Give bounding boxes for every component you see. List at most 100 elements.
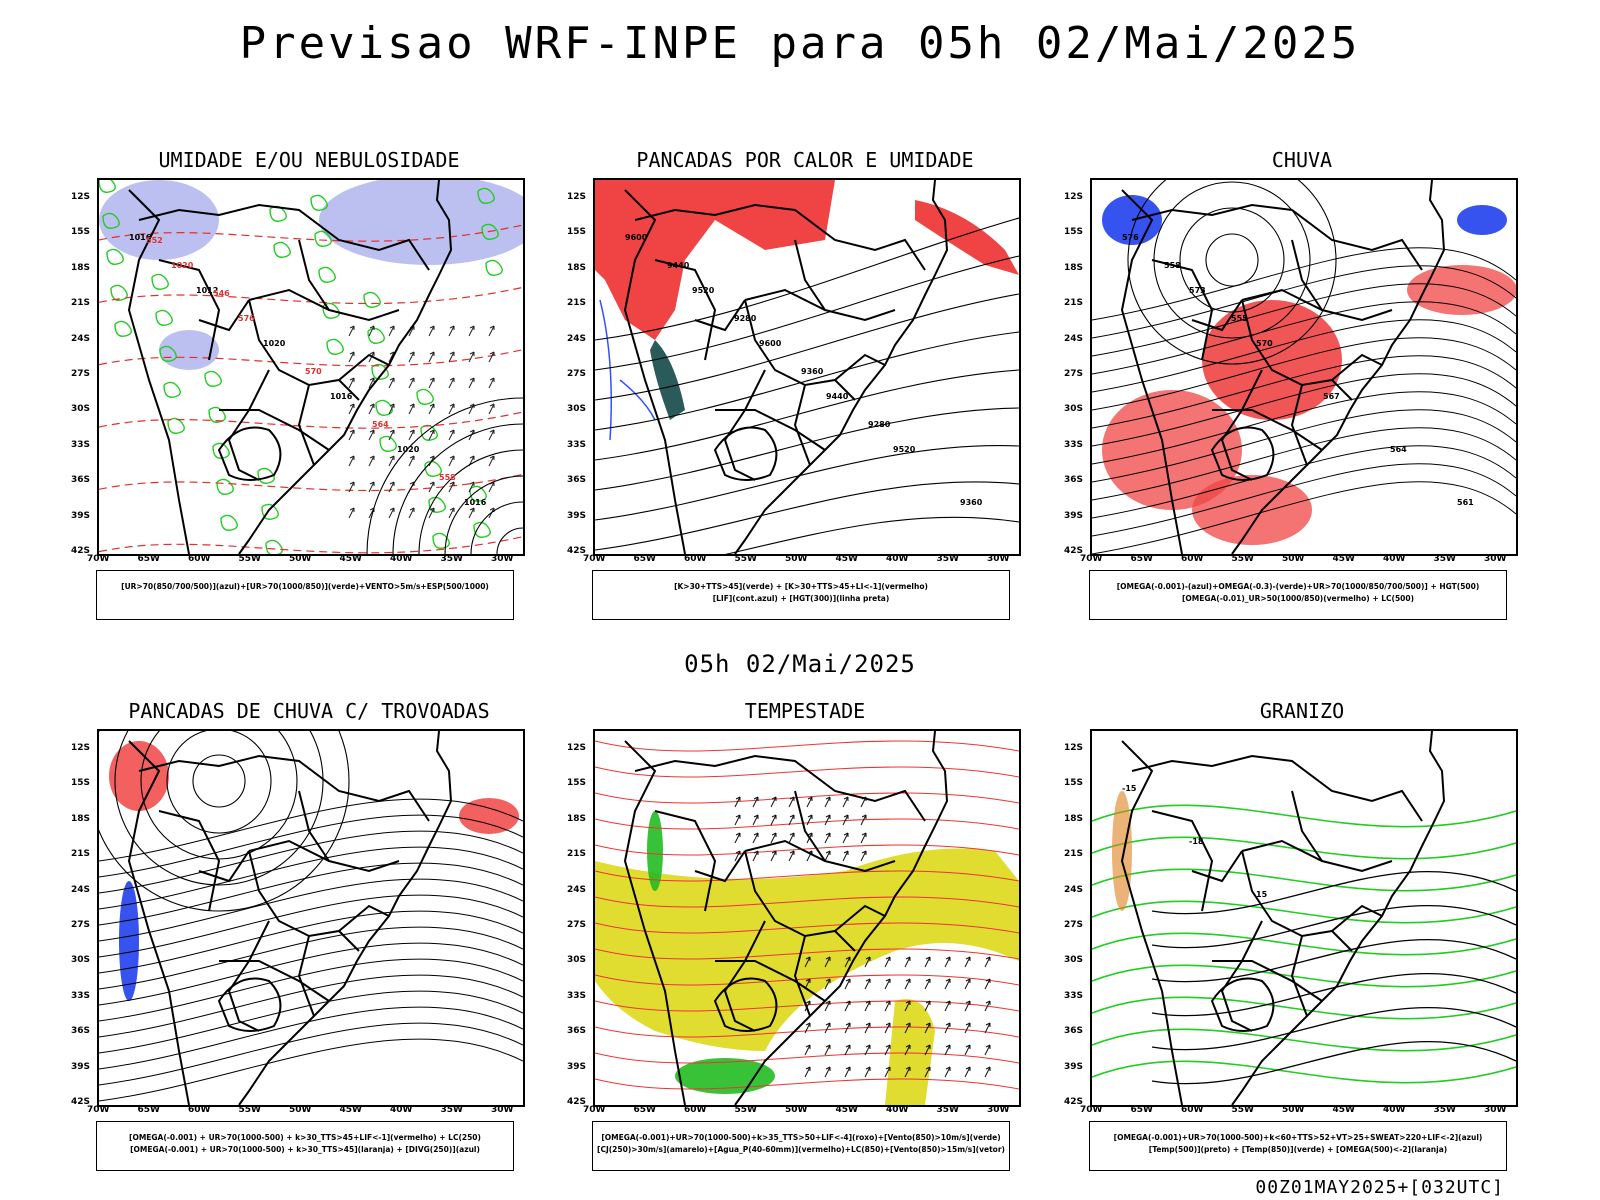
lc850-contour xyxy=(595,792,1019,804)
temp850-contour xyxy=(1092,932,1516,956)
legend-text: [OMEGA(-0.001)+UR>70(1000-500)+k<60+TTS>… xyxy=(1113,1133,1483,1142)
wind-vector xyxy=(844,978,851,990)
latitude-tick-label: 39S xyxy=(1064,1061,1084,1072)
lc850-contour xyxy=(595,896,1019,908)
latitude-tick-label: 39S xyxy=(567,510,587,521)
longitude-tick-label: 35W xyxy=(936,554,959,564)
wind-vector xyxy=(844,1066,851,1078)
longitude-tick-label: 70W xyxy=(583,554,606,564)
wind-vector xyxy=(924,956,931,968)
longitude-tick-label: 65W xyxy=(633,554,656,564)
wind-vector xyxy=(734,850,741,862)
wind-vector xyxy=(864,978,871,990)
country-border xyxy=(713,977,778,1032)
streamline xyxy=(1092,283,1516,357)
streamline xyxy=(99,878,523,942)
hgt300-contour xyxy=(595,255,1019,371)
wind-vector xyxy=(788,814,795,826)
contour-label: 558 xyxy=(439,473,456,482)
lc850-contour xyxy=(595,1000,1019,1012)
wind-vector xyxy=(842,814,849,826)
country-border xyxy=(715,960,826,1002)
longitude-tick-label: 30W xyxy=(987,554,1010,564)
temp850-contour xyxy=(1092,1060,1516,1084)
latitude-tick-label: 42S xyxy=(1064,546,1084,556)
wind-vector xyxy=(864,956,871,968)
wind-vector xyxy=(488,377,495,389)
wind-vector xyxy=(806,814,813,826)
latitude-tick-label: 36S xyxy=(1064,475,1084,486)
latitude-tick-label: 42S xyxy=(1064,1097,1084,1107)
panel-title: UMIDADE E/OU NEBULOSIDADE xyxy=(158,148,460,172)
country-border xyxy=(654,810,717,912)
thickness-contour xyxy=(99,349,523,367)
humidity-1000-contour xyxy=(265,539,283,554)
temp850-contour xyxy=(1092,868,1516,892)
latitude-tick-label: 30S xyxy=(1064,404,1084,415)
wind-vector xyxy=(924,1044,931,1056)
lc850-contour xyxy=(595,974,1019,986)
country-border xyxy=(1291,790,1323,862)
wind-vector xyxy=(428,429,435,441)
temp500-contour xyxy=(1151,904,1516,949)
legend-box: [OMEGA(-0.001)-(azul)+OMEGA(-0.3)-(verde… xyxy=(1089,570,1507,620)
latitude-tick-label: 33S xyxy=(71,990,91,1001)
longitude-tick-label: 70W xyxy=(1080,554,1103,564)
latitude-tick-label: 21S xyxy=(567,849,587,860)
legend-box: [OMEGA(-0.001)+UR>70(1000-500)+k<60+TTS>… xyxy=(1089,1121,1507,1171)
wind-vector xyxy=(428,351,435,363)
contour-label: 1020 xyxy=(171,261,194,270)
streamline xyxy=(1092,445,1516,519)
contour-label: 564 xyxy=(1390,445,1407,454)
country-border xyxy=(723,920,766,1032)
country-border xyxy=(1191,850,1243,883)
humidity-1000-contour xyxy=(428,496,446,513)
wind-vector xyxy=(844,1044,851,1056)
country-border xyxy=(297,384,315,466)
lc850-contour xyxy=(595,948,1019,960)
divergence-blue-area xyxy=(119,881,139,1001)
lc850-contour xyxy=(595,740,1019,752)
country-border xyxy=(694,850,746,883)
hgt300-contour xyxy=(595,369,1019,461)
wind-vector xyxy=(770,832,777,844)
longitude-tick-label: 40W xyxy=(390,1105,413,1115)
humidity-1000-contour xyxy=(363,291,381,308)
wind-vector xyxy=(448,507,455,519)
wind-vector xyxy=(860,850,867,862)
wind-vector xyxy=(348,481,355,493)
contour-label: 9280 xyxy=(868,420,891,429)
wind-vector xyxy=(770,814,777,826)
latitude-tick-label: 12S xyxy=(71,192,91,202)
legend-box: [OMEGA(-0.001) + UR>70(1000-500) + k>30_… xyxy=(96,1121,514,1171)
streamline xyxy=(1092,265,1516,339)
humidity-1000-contour xyxy=(102,212,120,229)
lc850-contour xyxy=(595,766,1019,778)
longitude-tick-label: 30W xyxy=(491,1105,514,1115)
jet-yellow-area xyxy=(885,999,935,1105)
wind-vector xyxy=(770,850,777,862)
wind-vector xyxy=(368,377,375,389)
country-border xyxy=(1331,904,1383,932)
streamline xyxy=(99,1038,523,1102)
longitude-tick-label: 70W xyxy=(1080,1105,1103,1115)
country-border xyxy=(158,810,221,912)
longitude-tick-label: 70W xyxy=(87,554,110,564)
country-border xyxy=(713,426,778,481)
contour-label: 1020 xyxy=(397,445,420,454)
humidity-1000-contour xyxy=(481,223,499,240)
country-border xyxy=(744,850,856,952)
longitude-tick-label: 35W xyxy=(440,1105,463,1115)
wind-vector xyxy=(428,481,435,493)
longitude-tick-label: 40W xyxy=(1383,554,1406,564)
map-canvas: 576 573 570 567 564 561 558 555 xyxy=(1092,180,1516,554)
longitude-tick-label: 60W xyxy=(1181,1105,1204,1115)
humidity-1000-contour xyxy=(216,478,234,495)
humidity-1000-contour xyxy=(106,248,124,265)
wind-vector xyxy=(842,850,849,862)
latitude-tick-label: 27S xyxy=(567,920,587,930)
rain-red-area xyxy=(1407,265,1516,315)
wind-vector xyxy=(844,1000,851,1012)
latitude-tick-label: 30S xyxy=(567,404,587,415)
humidity-1000-contour xyxy=(322,302,340,319)
